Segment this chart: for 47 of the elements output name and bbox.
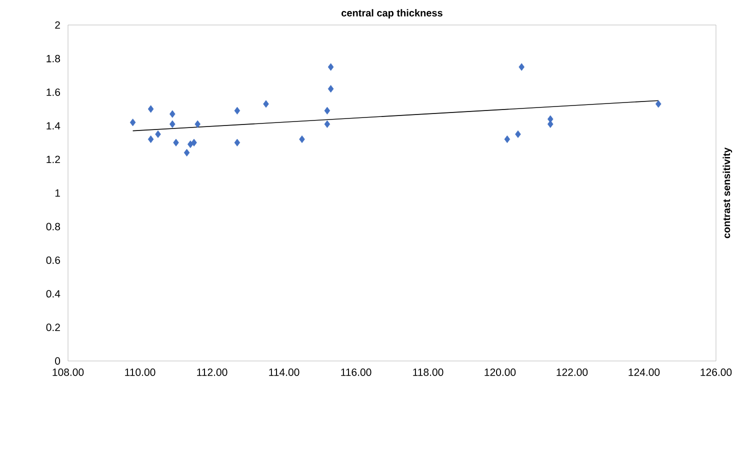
y-tick-label: 0.6 — [46, 256, 60, 264]
y-tick-label: 2 — [55, 21, 60, 29]
point — [328, 85, 334, 93]
x-tick-label: 110.00 — [125, 368, 156, 376]
y-tick-label: 1.4 — [46, 122, 60, 130]
y-tick-label: 1.2 — [46, 156, 60, 164]
point — [515, 130, 521, 138]
y-tick-label: 0.2 — [46, 324, 60, 332]
point — [504, 135, 510, 144]
point — [170, 110, 176, 118]
y-tick-label: 1 — [55, 189, 60, 197]
y-tick-label: 1.6 — [46, 88, 60, 96]
x-tick-label: 114.00 — [269, 368, 300, 376]
x-tick-label: 108.00 — [52, 368, 84, 376]
point — [173, 138, 179, 146]
x-tick-label: 122.00 — [556, 368, 588, 376]
y-tick-label: 0.8 — [46, 222, 60, 230]
point — [299, 135, 305, 144]
point — [234, 106, 240, 114]
point — [148, 105, 154, 113]
point — [155, 130, 161, 138]
point — [234, 138, 240, 146]
point — [263, 100, 269, 108]
point — [184, 148, 190, 156]
y-tick-label: 0.4 — [46, 290, 60, 298]
x-tick-label: 120.00 — [484, 368, 516, 376]
chart-title: central cap thickness — [342, 9, 442, 18]
point — [130, 118, 136, 126]
x-tick-label: 112.00 — [197, 368, 228, 376]
point — [194, 120, 201, 128]
y-tick-label: 0 — [55, 357, 60, 365]
point — [328, 63, 334, 71]
point — [547, 120, 554, 128]
point — [191, 138, 197, 146]
x-tick-label: 126.00 — [700, 368, 732, 376]
point — [518, 63, 524, 71]
point — [148, 135, 154, 144]
y-tick-label: 1.8 — [46, 54, 60, 62]
point — [170, 120, 176, 128]
point — [324, 106, 330, 114]
x-tick-label: 118.00 — [413, 368, 444, 376]
y-axis-title: contrast sensitivity — [722, 147, 732, 238]
x-tick-label: 116.00 — [341, 368, 372, 376]
point — [655, 100, 662, 108]
point — [188, 140, 194, 148]
x-tick-label: 124.00 — [628, 368, 660, 376]
point — [324, 120, 330, 128]
